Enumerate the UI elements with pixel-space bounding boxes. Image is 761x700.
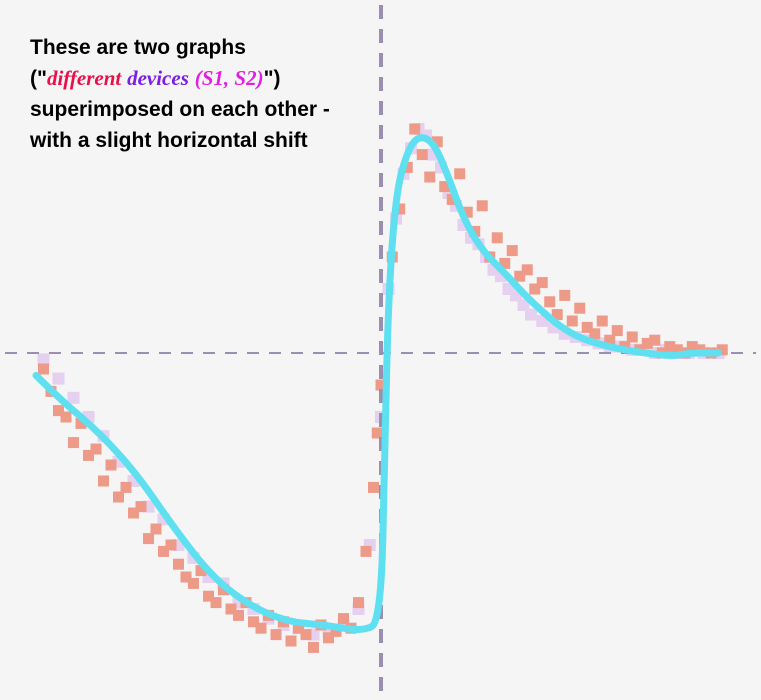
data-point-s1 [165,539,177,551]
data-point-s1 [330,625,342,637]
data-point-s1 [323,632,334,644]
data-point-s1 [596,315,608,327]
data-point-s1 [293,622,304,634]
data-point-s1 [270,629,282,641]
data-point-s1 [431,136,443,148]
data-point-s1 [544,296,556,308]
data-point-s1 [394,203,406,215]
data-point-s1 [559,289,571,301]
data-point-s1 [188,577,199,589]
data-point-s1 [424,171,436,183]
data-point-s1 [671,344,683,356]
data-point-s1 [173,558,184,570]
fit-curve [32,134,722,633]
data-point-s1 [210,597,222,609]
data-point-s1 [626,331,638,343]
data-point-s1 [150,523,162,535]
data-point-s1 [611,325,623,337]
data-point-s1 [566,315,578,327]
data-point-s1 [491,232,503,244]
data-point-s2 [52,372,65,385]
chart-caption: These are two graphs ("different devices… [30,32,330,156]
data-point-s1 [300,629,312,641]
data-point-s1 [60,411,72,423]
data-point-s1 [409,123,421,135]
data-point-s1 [551,309,563,321]
data-point-s2 [142,500,155,513]
data-point-s1 [461,206,473,218]
data-point-s2 [517,299,530,311]
data-point-s1 [514,270,526,282]
data-point-s1 [574,302,586,314]
data-point-s1 [338,613,349,625]
data-point-s1 [248,616,259,628]
data-point-s1 [195,565,207,577]
data-point-s1 [649,334,661,346]
data-point-s1 [83,449,94,461]
data-point-s1 [416,149,428,161]
data-point-s2 [37,353,50,366]
data-point-s1 [401,161,413,173]
data-point-s1 [75,417,87,429]
fit-curve-layer [32,134,722,633]
data-point-s1 [353,597,364,609]
data-point-s1 [536,277,548,289]
data-point-s1 [90,443,102,455]
data-point-s1 [180,571,192,583]
data-point-s1 [664,341,676,353]
data-point-s1 [506,245,518,257]
data-point-s1 [233,609,244,621]
data-point-s1 [128,507,139,519]
data-point-s1 [476,200,488,212]
data-point-s1 [446,193,458,205]
data-point-s1 [581,321,593,333]
caption-word-s1-s2: (S1, S2) [194,66,264,90]
caption-line-3: superimposed on each other - [30,98,330,121]
data-point-s1 [371,427,383,439]
data-point-s1 [285,635,297,647]
data-point-s1 [53,405,64,417]
data-point-s1 [38,363,49,375]
data-point-s1 [529,283,541,295]
caption-open-quote: (" [30,67,47,90]
caption-close-quote: ") [263,67,281,90]
data-point-s1 [641,337,653,349]
data-point-s1 [360,545,372,557]
data-point-s1 [135,501,147,513]
data-point-s1 [375,379,387,391]
data-point-s2 [525,308,537,321]
caption-line-4: with a slight horizontal shift [30,129,308,152]
data-point-s1 [158,545,169,557]
data-point-s1 [203,590,214,602]
data-point-s1 [499,257,511,269]
data-point-s1 [521,264,533,276]
caption-word-devices: devices [127,66,189,90]
caption-line-2: ("different devices (S1, S2)") [30,63,330,94]
data-point-s2 [67,391,80,404]
data-point-s1 [98,475,109,487]
data-point-s1 [686,341,698,353]
data-point-s1 [143,533,154,545]
data-point-s1 [255,622,267,634]
data-point-s1 [454,168,466,180]
data-point-s1 [308,641,319,653]
data-point-s1 [604,334,616,346]
data-point-s1 [368,481,379,493]
data-point-s1 [113,491,124,503]
caption-word-different: different [46,66,122,90]
data-point-s1 [120,481,132,493]
data-point-s1 [68,437,79,449]
caption-line-1: These are two graphs [30,36,246,59]
data-point-s1 [589,328,601,340]
data-point-s1 [105,459,117,471]
data-point-s1 [225,603,237,615]
data-point-s1 [439,181,451,193]
data-point-s1 [716,344,728,356]
